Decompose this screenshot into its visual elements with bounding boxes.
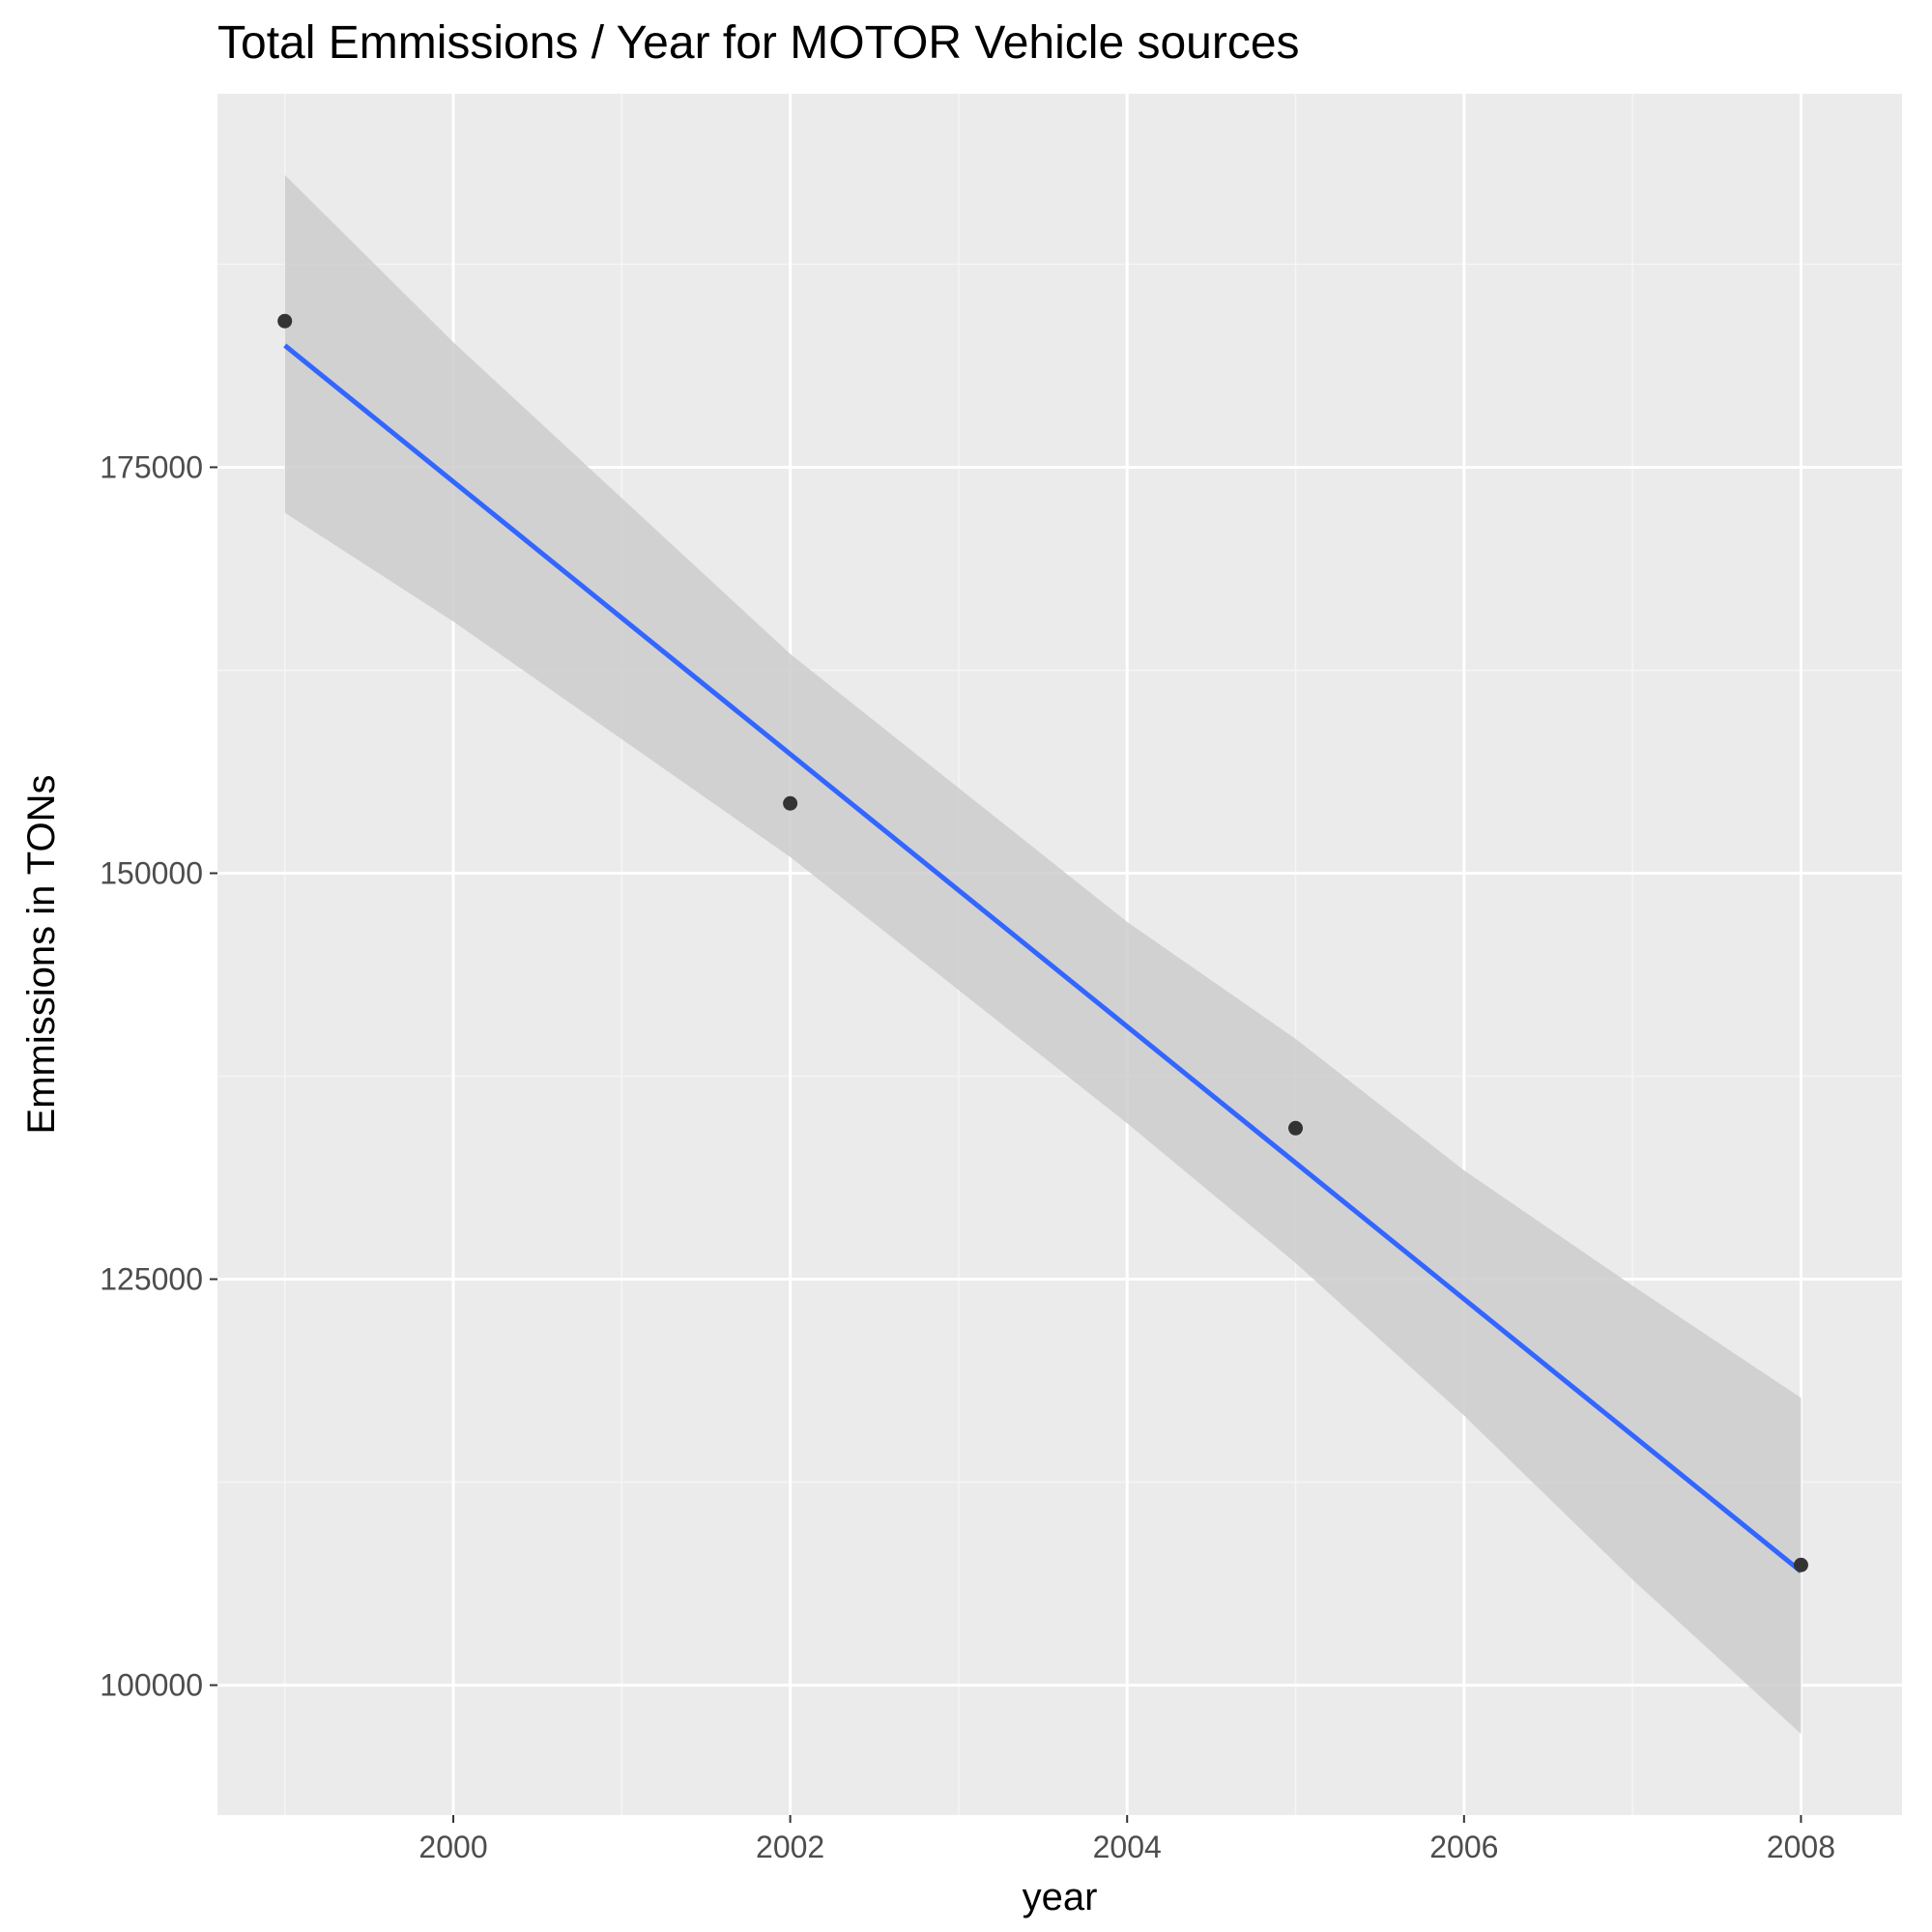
x-tick-label: 2004 [1093,1830,1162,1864]
fit-line-layer [283,343,1802,1573]
x-tick-label: 2008 [1767,1830,1835,1864]
data-point [1288,1120,1304,1136]
y-tick-label: 150000 [100,855,203,890]
trend-line [283,343,1802,1573]
y-tick-label: 100000 [100,1668,203,1703]
data-point [277,313,293,329]
x-tick-label: 2002 [756,1830,824,1864]
confidence-band [284,175,1802,1734]
points-layer [277,313,1808,1572]
y-tick-label: 175000 [100,449,203,484]
data-point [783,795,798,811]
x-axis-title: year [1023,1876,1098,1918]
confidence-band-layer [284,175,1802,1734]
chart-title: Total Emmissions / Year for MOTOR Vehicl… [217,17,1300,69]
y-tick-label: 125000 [100,1262,203,1297]
y-axis: 100000 125000 150000 175000 [100,449,217,1703]
x-axis: 2000 2002 2004 2006 2008 [418,1815,1835,1864]
y-axis-title: Emmissions in TONs [20,775,63,1135]
data-point [1793,1557,1808,1572]
x-tick-label: 2000 [418,1830,487,1864]
x-tick-label: 2006 [1429,1830,1498,1864]
